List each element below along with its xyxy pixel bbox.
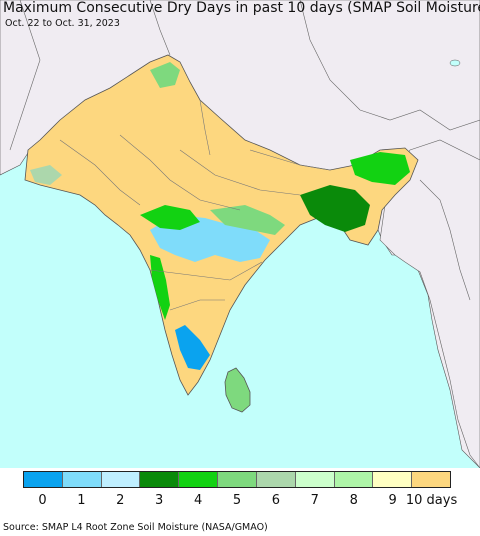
legend-swatch-10 <box>412 472 450 487</box>
legend-label-9: 9 <box>388 493 397 508</box>
moisture-patch-east <box>300 185 370 232</box>
legend-swatch-7 <box>295 472 335 487</box>
lake <box>449 59 461 67</box>
legend-swatch-3 <box>140 472 180 487</box>
legend-label-2: 2 <box>116 493 125 508</box>
legend-swatch-5 <box>218 472 257 487</box>
legend-swatch-6 <box>256 472 296 487</box>
moisture-patch-green-2 <box>210 205 285 235</box>
moisture-patch-kashmir <box>150 62 180 88</box>
legend-labels: 0 1 2 3 4 5 6 7 8 9 10 days <box>23 493 457 511</box>
legend-label-1: 1 <box>77 493 86 508</box>
moisture-patch-west-coast <box>150 255 170 320</box>
legend-label-10: 10 days <box>405 493 458 508</box>
moisture-patch-northeast <box>350 152 410 185</box>
legend-swatch-2 <box>101 472 141 487</box>
legend-label-8: 8 <box>349 493 358 508</box>
legend-label-5: 5 <box>232 493 242 508</box>
map-area <box>0 0 480 468</box>
legend-swatch-9 <box>373 472 413 487</box>
legend-label-4: 4 <box>193 493 203 508</box>
map-title: Maximum Consecutive Dry Days in past 10 … <box>3 0 480 16</box>
legend-label-3: 3 <box>155 493 164 508</box>
sri-lanka <box>224 367 251 413</box>
map-subtitle: Oct. 22 to Oct. 31, 2023 <box>5 18 120 29</box>
legend-swatch-0 <box>24 472 63 487</box>
moisture-patch-south <box>175 325 210 370</box>
legend-swatch-8 <box>334 472 374 487</box>
legend-swatch-1 <box>62 472 102 487</box>
legend-label-6: 6 <box>271 493 281 508</box>
country-borders <box>9 0 480 301</box>
legend-swatch-4 <box>179 472 219 487</box>
map-canvas <box>0 0 480 468</box>
legend-label-7: 7 <box>310 493 319 508</box>
internal-borders <box>59 99 331 311</box>
moisture-patch-west <box>30 165 62 185</box>
moisture-patch-green-1 <box>140 205 200 230</box>
legend-label-0: 0 <box>38 493 47 508</box>
legend-colorbar <box>23 471 451 488</box>
source-note: Source: SMAP L4 Root Zone Soil Moisture … <box>3 522 268 533</box>
